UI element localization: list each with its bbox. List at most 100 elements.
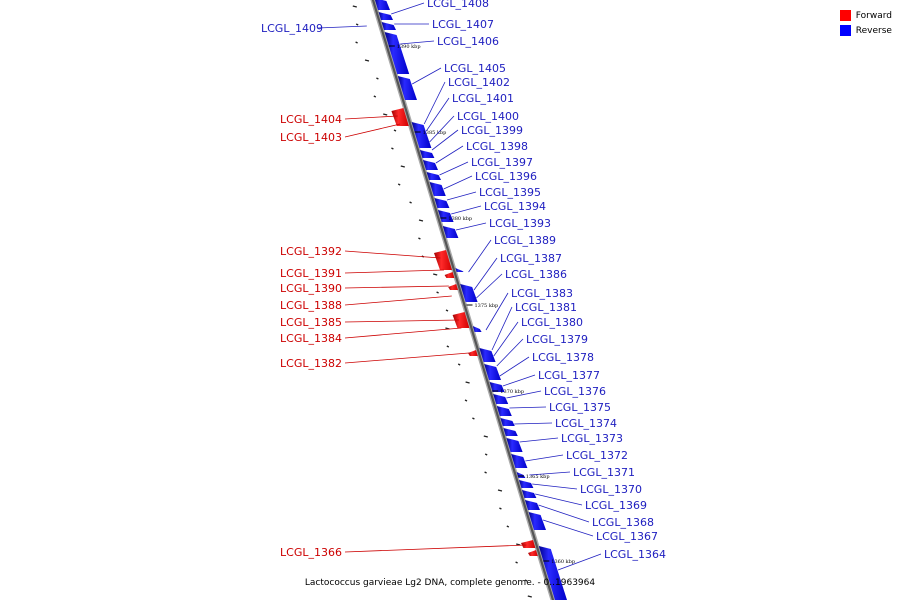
legend-forward: Forward	[839, 8, 892, 23]
gc-mark	[409, 201, 412, 204]
gc-mark	[497, 489, 503, 492]
forward-leader-line	[344, 269, 445, 274]
gc-mark	[464, 399, 468, 402]
gc-mark	[391, 147, 394, 150]
reverse-gene-block	[538, 546, 567, 600]
reverse-leader-line	[435, 145, 464, 164]
reverse-gene-label: LCGL_1369	[585, 499, 647, 512]
reverse-leader-line	[423, 81, 446, 125]
reverse-leader-line	[542, 519, 594, 537]
legend-reverse: Reverse	[839, 23, 892, 38]
reverse-leader-line	[455, 222, 487, 231]
reverse-gene-label: LCGL_1383	[511, 287, 573, 300]
reverse-gene-label: LCGL_1370	[580, 483, 642, 496]
forward-gene-block	[391, 108, 409, 126]
reverse-gene-label: LCGL_1372	[566, 449, 628, 462]
gc-mark	[527, 595, 532, 598]
reverse-leader-line	[400, 40, 435, 45]
backbone-line	[371, 0, 555, 600]
reverse-gene-block	[472, 326, 482, 332]
forward-leader-line	[344, 285, 449, 289]
reverse-gene-label: LCGL_1395	[479, 186, 541, 199]
legend-reverse-label: Reverse	[855, 25, 892, 36]
reverse-leader-line	[485, 292, 509, 331]
gc-mark	[484, 471, 487, 474]
tick-label: 1360 kbp	[551, 559, 575, 565]
gc-mark	[433, 273, 438, 276]
reverse-leader-line	[496, 338, 524, 367]
reverse-gene-block	[519, 480, 534, 488]
tick-label: 1385 kbp	[423, 130, 447, 136]
reverse-gene-block	[429, 182, 446, 196]
reverse-gene-block	[484, 364, 501, 380]
reverse-gene-block	[381, 22, 396, 30]
reverse-gene-label: LCGL_1406	[437, 35, 499, 48]
reverse-gene-block	[493, 394, 509, 404]
forward-swatch	[839, 10, 851, 21]
gc-mark	[445, 309, 449, 312]
forward-leader-line	[344, 115, 398, 120]
reverse-gene-label: LCGL_1393	[489, 217, 551, 230]
reverse-gene-block	[426, 172, 441, 180]
gc-mark	[483, 435, 488, 438]
forward-gene-block	[528, 550, 538, 556]
reverse-leader-line	[493, 321, 519, 357]
forward-gene-label: LCGL_1388	[280, 299, 342, 312]
reverse-gene-label: LCGL_1364	[604, 548, 666, 561]
gene-labels: LCGL_1404 LCGL_1403 LCGL_1392 LCGL_1391 LCGL…	[261, 0, 666, 571]
gc-mark	[524, 579, 528, 582]
reverse-gene-block	[397, 76, 417, 100]
forward-leader-line	[344, 352, 469, 364]
reverse-gene-label: LCGL_1399	[461, 124, 523, 137]
reverse-gene-block	[455, 268, 464, 272]
forward-leader-line	[344, 544, 527, 553]
reverse-gene-label: LCGL_1401	[452, 92, 514, 105]
reverse-gene-label: LCGL_1380	[521, 316, 583, 329]
reverse-gene-block	[528, 512, 546, 530]
gc-mark	[393, 129, 397, 132]
reverse-gene-block	[479, 348, 496, 362]
forward-gene-label: LCGL_1404	[280, 113, 342, 126]
gc-mark	[376, 77, 379, 80]
forward-leader-line	[344, 123, 401, 138]
reverse-leader-line	[451, 205, 482, 215]
legend: Forward Reverse	[839, 8, 892, 38]
gc-mark	[418, 219, 424, 222]
reverse-gene-label: LCGL_1407	[432, 18, 494, 31]
gc-mark	[516, 543, 521, 546]
gc-mark	[355, 23, 359, 26]
reverse-gene-label: LCGL_1387	[500, 252, 562, 265]
reverse-gene-label: LCGL_1378	[532, 351, 594, 364]
backbone	[370, 0, 556, 600]
reverse-leader-line	[412, 67, 442, 85]
forward-leader-line	[344, 295, 452, 306]
forward-gene-label: LCGL_1385	[280, 316, 342, 329]
reverse-leader-line	[425, 97, 450, 132]
reverse-gene-label: LCGL_1381	[515, 301, 577, 314]
forward-leader-line	[344, 327, 462, 339]
genome-caption: Lactococcus garvieae Lg2 DNA, complete g…	[304, 578, 596, 588]
reverse-leader-line	[446, 191, 477, 201]
forward-gene-block	[521, 540, 536, 548]
reverse-leader-line	[529, 471, 571, 476]
reverse-gene-block	[374, 0, 390, 10]
reverse-gene-block	[496, 406, 512, 416]
gene-blocks	[374, 0, 567, 600]
reverse-leader-line	[476, 273, 503, 299]
reverse-gene-label: LCGL_1379	[526, 333, 588, 346]
forward-gene-label: LCGL_1390	[280, 282, 342, 295]
tick-label: 1365 kbp	[526, 474, 550, 480]
gc-mark	[436, 291, 439, 294]
reverse-leader-line	[532, 483, 578, 490]
reverse-gene-block	[438, 210, 454, 222]
reverse-gene-label: LCGL_1397	[471, 156, 533, 169]
forward-leader-line	[344, 319, 460, 323]
reverse-gene-block	[522, 490, 537, 498]
reverse-gene-label: LCGL_1396	[475, 170, 537, 183]
reverse-gene-label: LCGL_1373	[561, 432, 623, 445]
reverse-leader-line	[439, 161, 469, 176]
reverse-gene-label: LCGL_1368	[592, 516, 654, 529]
reverse-leader-line	[506, 390, 542, 399]
reverse-gene-block	[434, 198, 450, 208]
